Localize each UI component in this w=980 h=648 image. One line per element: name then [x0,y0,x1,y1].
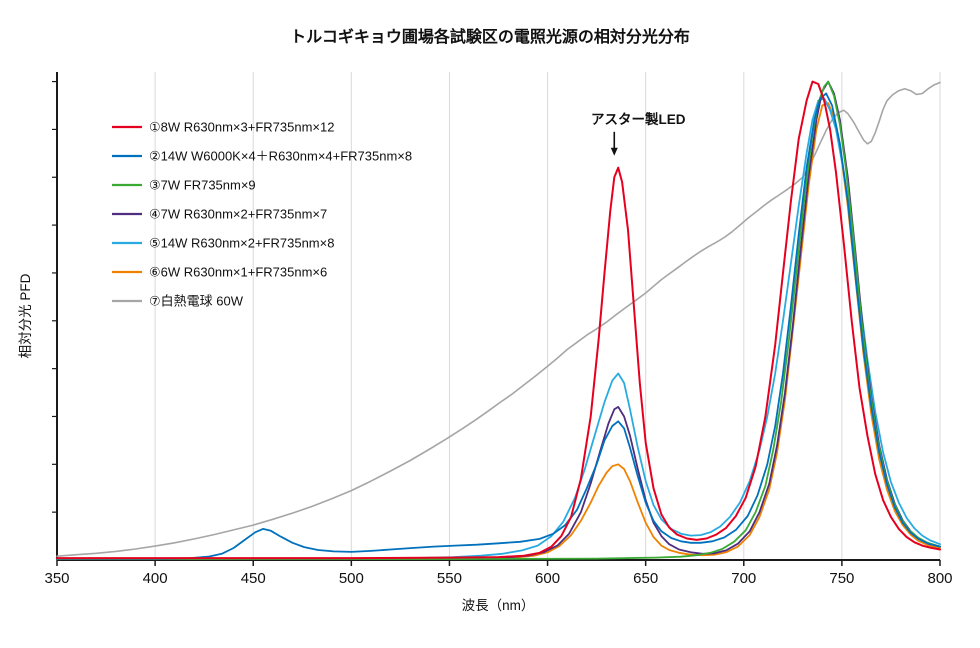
legend-label: ⑤14W R630nm×2+FR735nm×8 [149,236,334,251]
x-tick-label: 450 [241,570,266,587]
legend-label: ⑦白熱電球 60W [149,294,244,309]
legend-label: ③7W FR735nm×9 [149,178,256,193]
legend-item: ②14W W6000K×4＋R630nm×4+FR735nm×8 [112,149,412,164]
x-tick-label: 800 [927,570,952,587]
annotation-arrowhead [610,147,618,156]
x-tick-label: 500 [339,570,364,587]
legend-label: ①8W R630nm×3+FR735nm×12 [149,120,334,135]
x-tick-label: 400 [143,570,168,587]
series-line-1 [56,80,941,560]
series-line-2 [56,92,941,560]
legend-item: ⑥6W R630nm×1+FR735nm×6 [112,265,327,280]
legend-label: ④7W R630nm×2+FR735nm×7 [149,207,327,222]
legend-item: ①8W R630nm×3+FR735nm×12 [112,120,334,135]
x-tick-label: 350 [44,570,69,587]
x-tick-label: 650 [633,570,658,587]
legend-item: ⑤14W R630nm×2+FR735nm×8 [112,236,334,251]
legend-label: ②14W W6000K×4＋R630nm×4+FR735nm×8 [149,149,412,164]
x-tick-label: 600 [535,570,560,587]
chart-title: トルコギキョウ圃場各試験区の電照光源の相対分光分布 [290,27,690,46]
series-line-7 [56,81,941,557]
legend-item: ⑦白熱電球 60W [112,294,244,309]
legend-item: ④7W R630nm×2+FR735nm×7 [112,207,327,222]
x-tick-label: 700 [731,570,756,587]
x-axis-label: 波長（nm） [462,598,535,613]
x-tick-label: 550 [437,570,462,587]
y-axis-label: 相対分光 PFD [18,273,33,358]
annotation-label: アスター製LED [591,111,686,127]
legend-item: ③7W FR735nm×9 [112,178,256,193]
legend-label: ⑥6W R630nm×1+FR735nm×6 [149,265,327,280]
x-tick-label: 750 [829,570,854,587]
plot-area: 350 400 450 500 550 600 650 700 750 800 ①8W R630nm… [44,72,953,587]
